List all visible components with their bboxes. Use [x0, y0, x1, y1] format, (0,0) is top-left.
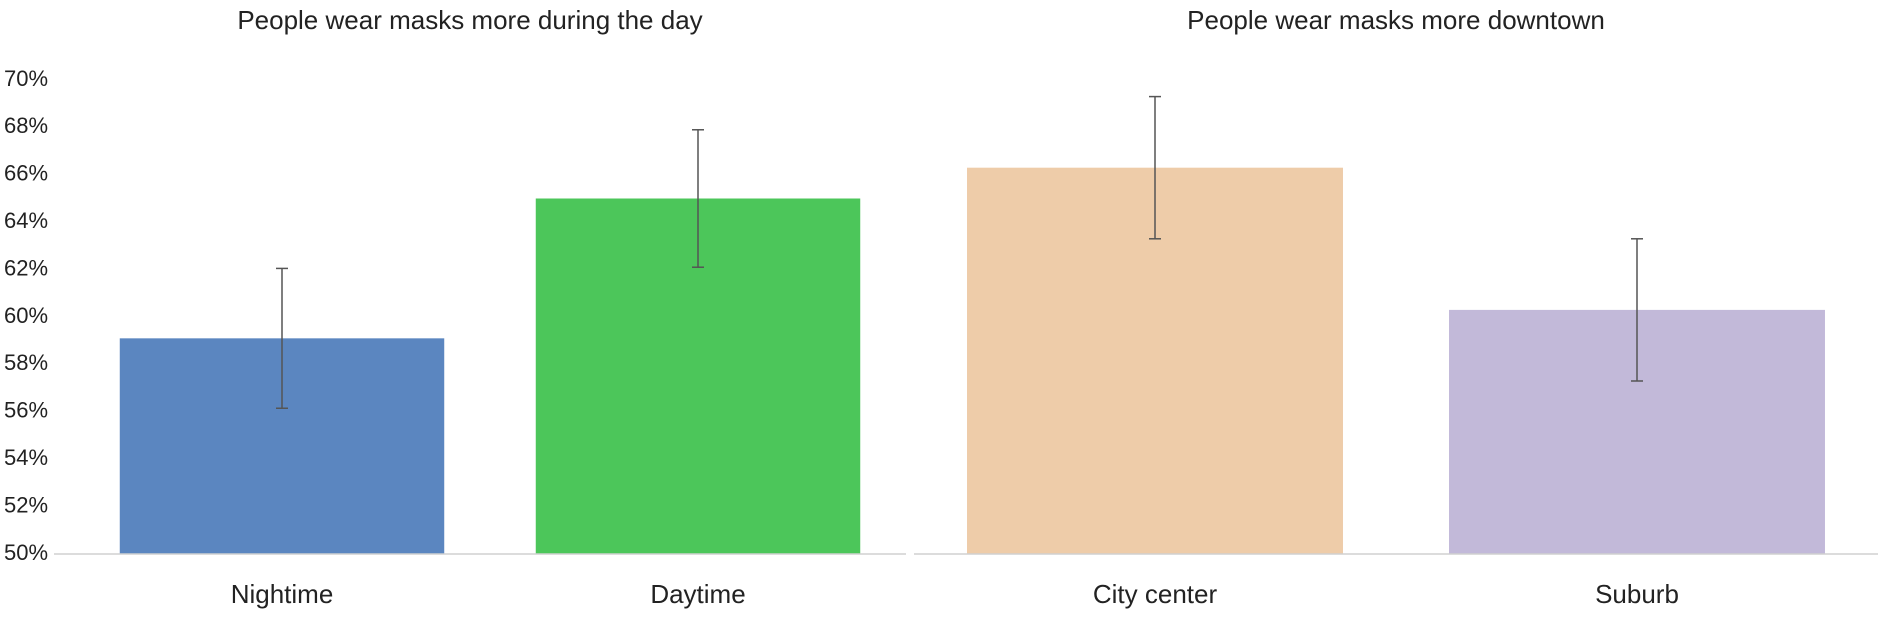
chart-title: People wear masks more downtown	[1187, 5, 1605, 35]
x-tick-label: Suburb	[1595, 579, 1679, 609]
x-tick-label: City center	[1093, 579, 1218, 609]
y-tick-label: 60%	[4, 303, 48, 328]
y-tick-label: 50%	[4, 540, 48, 565]
x-tick-label: Daytime	[650, 579, 745, 609]
y-tick-label: 58%	[4, 350, 48, 375]
y-tick-label: 54%	[4, 445, 48, 470]
y-tick-label: 64%	[4, 208, 48, 233]
y-tick-label: 56%	[4, 398, 48, 423]
x-tick-label: Nightime	[231, 579, 334, 609]
y-tick-label: 52%	[4, 492, 48, 517]
y-tick-label: 66%	[4, 161, 48, 186]
y-tick-label: 62%	[4, 255, 48, 280]
chart-title: People wear masks more during the day	[237, 5, 702, 35]
y-tick-label: 68%	[4, 113, 48, 138]
y-tick-label: 70%	[4, 66, 48, 91]
